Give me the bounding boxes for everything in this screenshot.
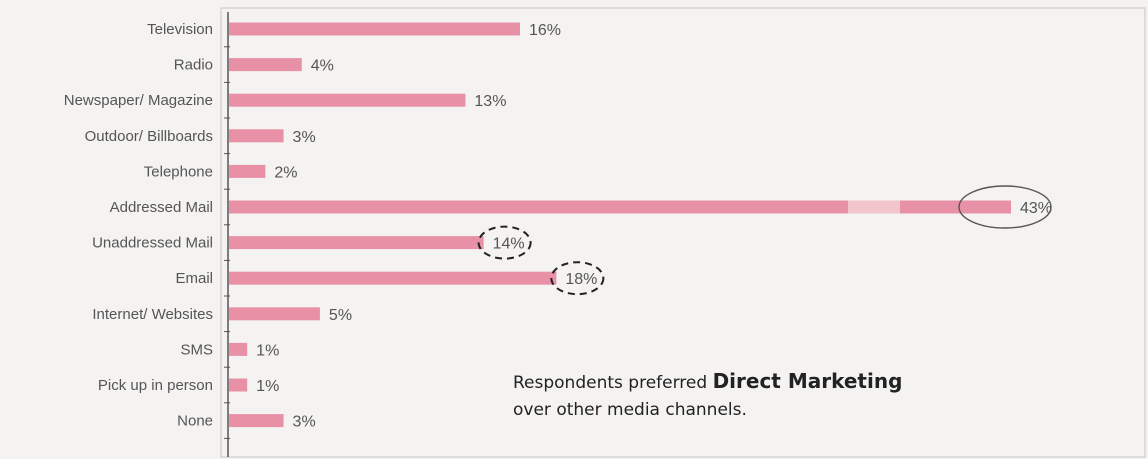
annotation-line-1: Respondents preferred Direct Marketing — [513, 368, 902, 397]
category-label-newspaper-magazine: Newspaper/ Magazine — [64, 92, 213, 109]
bar-internet-websites — [229, 307, 320, 321]
bar-telephone — [229, 164, 266, 178]
category-label-television: Television — [147, 21, 213, 38]
category-label-telephone: Telephone — [144, 163, 213, 180]
category-label-addressed-mail: Addressed Mail — [110, 199, 213, 216]
highlight-dashed-circle — [550, 261, 605, 296]
category-label-outdoor-billboards: Outdoor/ Billboards — [85, 128, 213, 145]
value-label-pick-up-in-person: 1% — [256, 378, 279, 395]
category-label-none: None — [177, 413, 213, 430]
highlight-dashed-circle — [477, 225, 532, 260]
value-label-radio: 4% — [311, 58, 334, 75]
bar-highlight-segment — [848, 200, 900, 214]
bar-none — [229, 414, 284, 428]
highlight-circle — [958, 185, 1052, 229]
annotation-line-2: over other media channels. — [513, 400, 747, 420]
bar-email — [229, 271, 557, 285]
bar-pick-up-in-person — [229, 378, 248, 392]
bar-sms — [229, 342, 248, 356]
category-label-internet-websites: Internet/ Websites — [92, 306, 213, 323]
bar-unaddressed-mail — [229, 236, 484, 250]
plot-frame — [220, 7, 1146, 458]
category-label-sms: SMS — [180, 341, 213, 358]
value-label-internet-websites: 5% — [329, 307, 352, 324]
category-label-pick-up-in-person: Pick up in person — [98, 377, 213, 394]
bar-television — [229, 22, 520, 36]
category-label-unaddressed-mail: Unaddressed Mail — [92, 235, 213, 252]
bar-newspaper-magazine — [229, 93, 466, 107]
annotation-bold: Direct Marketing — [712, 369, 903, 393]
value-label-telephone: 2% — [274, 164, 297, 181]
bar-outdoor-billboards — [229, 129, 284, 143]
category-label-email: Email — [175, 270, 213, 287]
value-label-addressed-mail: 43% — [1020, 200, 1052, 217]
annotation-prefix: Respondents preferred — [513, 373, 713, 393]
value-label-none: 3% — [293, 414, 316, 431]
value-label-unaddressed-mail: 14% — [493, 236, 525, 253]
value-label-sms: 1% — [256, 342, 279, 359]
bar-radio — [229, 58, 302, 72]
bar-addressed-mail — [229, 200, 1011, 214]
value-label-outdoor-billboards: 3% — [293, 129, 316, 146]
value-label-email: 18% — [565, 271, 597, 288]
value-label-newspaper-magazine: 13% — [474, 93, 506, 110]
category-label-radio: Radio — [174, 57, 213, 74]
value-label-television: 16% — [529, 22, 561, 39]
chart-annotation: Respondents preferred Direct Marketing o… — [513, 368, 902, 424]
